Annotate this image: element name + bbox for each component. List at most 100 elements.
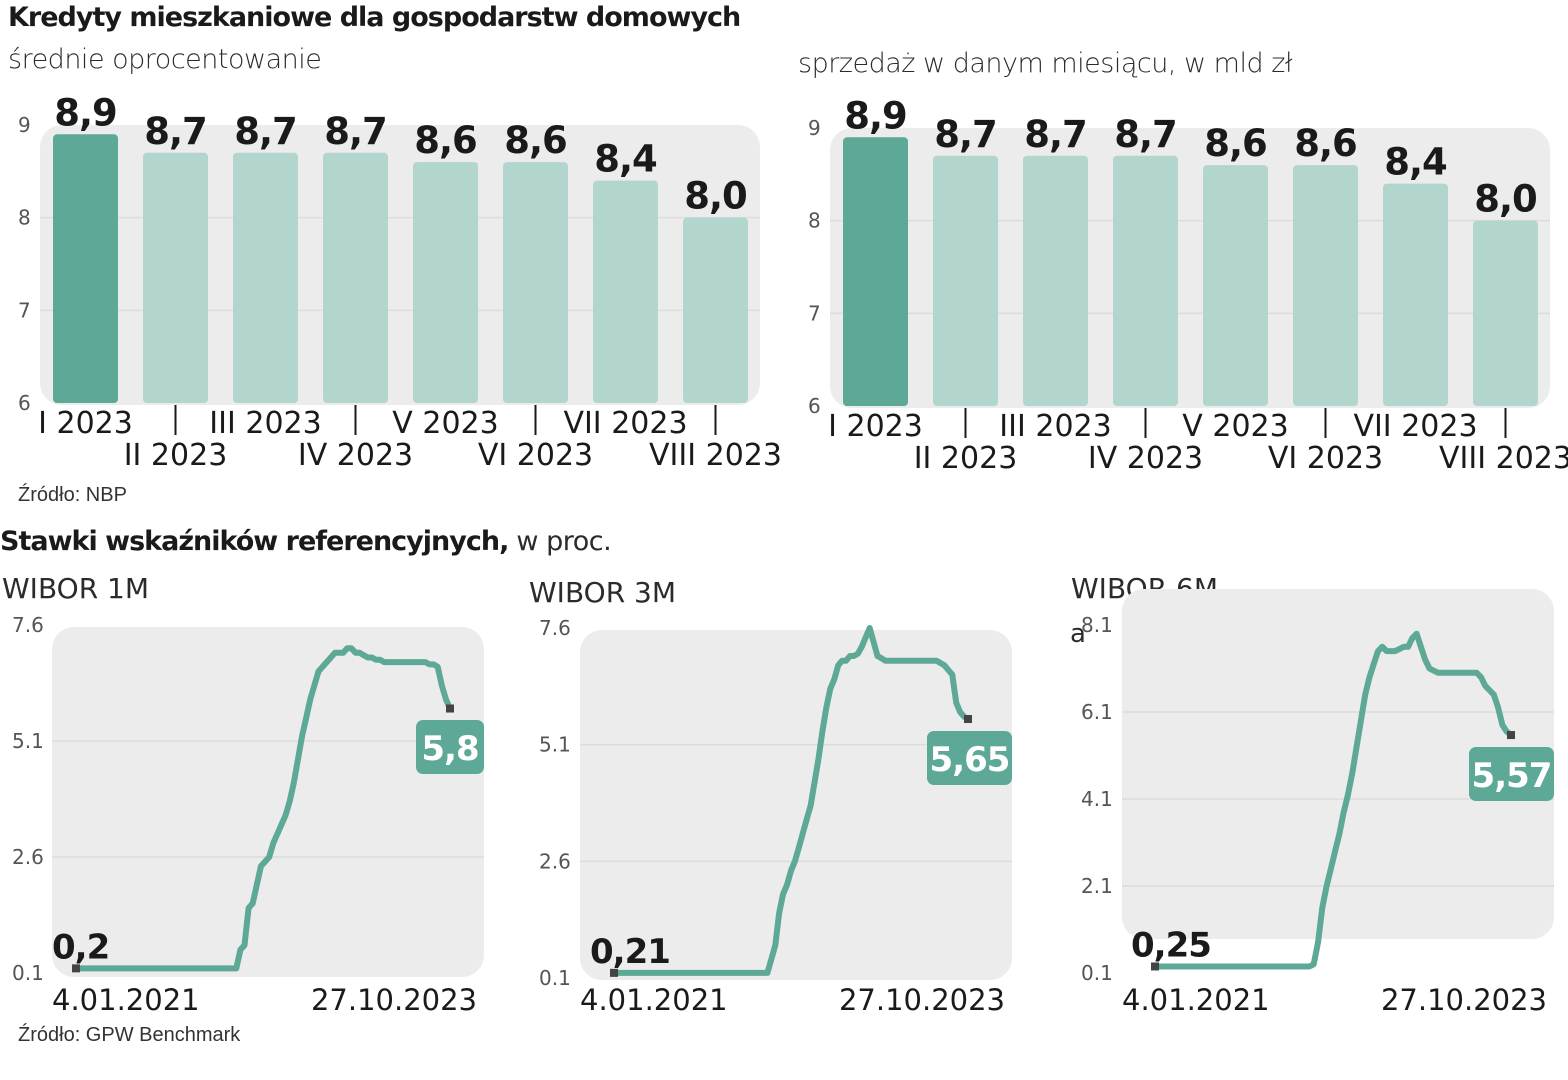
end-marker <box>964 715 972 723</box>
last-value-badge <box>927 731 1012 785</box>
x-category-label: IV 2023 <box>298 438 413 473</box>
y-tick-label: 6 <box>18 391 31 415</box>
panel-title: WIBOR 3M <box>529 576 676 609</box>
bar-value-label: 8,7 <box>1114 113 1177 156</box>
bar-v-2023 <box>413 162 478 403</box>
x-category-label: III 2023 <box>999 409 1111 444</box>
end-marker <box>1507 731 1515 740</box>
section-title-unit: w proc. <box>508 526 612 557</box>
bar-value-label: 8,9 <box>54 91 117 134</box>
first-value-label: 0,21 <box>590 932 670 972</box>
y-tick-label: 7.6 <box>12 613 44 637</box>
line-chart-wibor-3m: WIBOR 3M 7.6 5.1 2.6 0.1 0,21 5,65 4.01.2021 27.… <box>529 576 1012 1017</box>
start-marker <box>72 964 80 973</box>
y-tick-label: 2.6 <box>12 845 44 869</box>
y-tick-label: 4.1 <box>1081 787 1113 811</box>
y-tick-label: 6.1 <box>1081 700 1113 724</box>
y-tick-label: 6 <box>808 394 821 418</box>
x-category-label: VIII 2023 <box>1439 441 1568 476</box>
y-tick-label: 0.1 <box>1081 961 1113 985</box>
bar-i-2023 <box>53 134 118 403</box>
last-value-badge <box>1469 747 1554 801</box>
source-gpw: Źródło: GPW Benchmark <box>18 1024 241 1046</box>
y-tick-label: 9 <box>808 116 821 140</box>
bar-viii-2023 <box>1473 220 1538 406</box>
y-tick-label: 7.6 <box>539 616 571 640</box>
bar-value-label: 8,0 <box>1474 178 1537 221</box>
x-end-date: 27.10.2023 <box>311 983 477 1017</box>
x-end-date: 27.10.2023 <box>839 983 1005 1017</box>
bar-vi-2023 <box>1293 165 1358 406</box>
x-category-label: VI 2023 <box>478 438 593 473</box>
x-category-label: IV 2023 <box>1088 441 1203 476</box>
bar-chart-2-subtitle: sprzedaż w danym miesiącu, w mld zł <box>798 48 1293 79</box>
plot-background <box>1122 589 1554 939</box>
x-category-label: I 2023 <box>38 406 133 441</box>
bar-chart-sprzedaz: 9 8 7 6 8,9 I 2023 8,7 II 2023 8,7 III 2023 8,7 IV … <box>808 94 1568 476</box>
y-tick-label: 2.1 <box>1081 874 1113 898</box>
bar-value-label: 8,9 <box>844 94 907 137</box>
last-value-label: 5,57 <box>1472 756 1552 796</box>
plot-background <box>52 627 484 977</box>
bar-iii-2023 <box>1023 155 1088 406</box>
bar-value-label: 8,4 <box>1384 141 1447 184</box>
plot-background <box>830 128 1550 408</box>
bar-ii-2023 <box>143 152 208 403</box>
bar-ii-2023 <box>933 155 998 406</box>
bar-value-label: 8,4 <box>594 138 657 181</box>
bar-iii-2023 <box>233 152 298 403</box>
x-category-label: VII 2023 <box>1353 409 1477 444</box>
line-chart-wibor-6m: WIBOR 6M8.16.14.12.10.10,255,574.01.2021… <box>1070 572 1554 1017</box>
line-chart-wibor-1m: WIBOR 1M 7.6 5.1 2.6 0.1 0,2 5,8 4.01.2021 27.10… <box>2 572 484 1017</box>
end-marker <box>446 704 454 713</box>
stray-text: a <box>1070 619 1086 649</box>
page-title: Kredyty mieszkaniowe dla gospodarstw dom… <box>8 2 741 33</box>
x-category-label: V 2023 <box>1182 409 1288 444</box>
x-category-label: VIII 2023 <box>649 438 782 473</box>
last-value-label: 5,65 <box>930 740 1010 780</box>
section-title: Stawki wskaźników referencyjnych, w proc… <box>0 526 612 557</box>
panel-title: WIBOR 1M <box>2 572 149 605</box>
y-tick-label: 0.1 <box>12 961 44 985</box>
x-category-label: VI 2023 <box>1268 441 1383 476</box>
bar-value-label: 8,6 <box>1294 122 1357 165</box>
x-start-date: 4.01.2021 <box>52 983 200 1017</box>
bar-value-label: 8,0 <box>684 175 747 218</box>
y-tick-label: 7 <box>18 298 31 322</box>
x-start-date: 4.01.2021 <box>580 983 728 1017</box>
bar-value-label: 8,6 <box>414 119 477 162</box>
x-category-label: I 2023 <box>828 409 923 444</box>
y-tick-label: 7 <box>808 301 821 325</box>
y-tick-label: 8.1 <box>1081 613 1113 637</box>
x-category-label: VII 2023 <box>563 406 687 441</box>
first-value-label: 0,25 <box>1131 925 1211 965</box>
x-start-date: 4.01.2021 <box>1122 983 1270 1017</box>
bar-iv-2023 <box>323 152 388 403</box>
x-category-label: V 2023 <box>392 406 498 441</box>
bar-value-label: 8,7 <box>1024 113 1087 156</box>
source-nbp: Źródło: NBP <box>18 484 127 506</box>
plot-background <box>580 630 1012 980</box>
bar-chart-oprocentowanie: 9 8 7 6 8,9 I 2023 8,7 II 2023 8,7 III 2023 8,7 IV … <box>18 91 782 473</box>
bar-vi-2023 <box>503 162 568 403</box>
bar-value-label: 8,7 <box>934 113 997 156</box>
bar-i-2023 <box>843 137 908 406</box>
x-end-date: 27.10.2023 <box>1381 983 1547 1017</box>
section-title-bold: Stawki wskaźników referencyjnych, <box>0 526 509 557</box>
start-marker <box>1151 962 1159 971</box>
series-line-wibor-1m <box>73 645 453 972</box>
last-value-badge <box>416 720 484 774</box>
bar-value-label: 8,6 <box>1204 122 1267 165</box>
y-tick-label: 9 <box>18 113 31 137</box>
bar-viii-2023 <box>683 217 748 403</box>
bar-vii-2023 <box>593 180 658 403</box>
bar-value-label: 8,6 <box>504 119 567 162</box>
y-tick-label: 8 <box>18 206 31 230</box>
first-value-label: 0,2 <box>52 927 109 967</box>
series-line-wibor-6m <box>1152 630 1514 970</box>
x-category-label: II 2023 <box>124 438 228 473</box>
y-tick-label: 2.6 <box>539 849 571 873</box>
last-value-label: 5,8 <box>421 729 478 769</box>
bar-value-label: 8,7 <box>234 110 297 153</box>
bar-chart-1-subtitle: średnie oprocentowanie <box>8 44 322 75</box>
